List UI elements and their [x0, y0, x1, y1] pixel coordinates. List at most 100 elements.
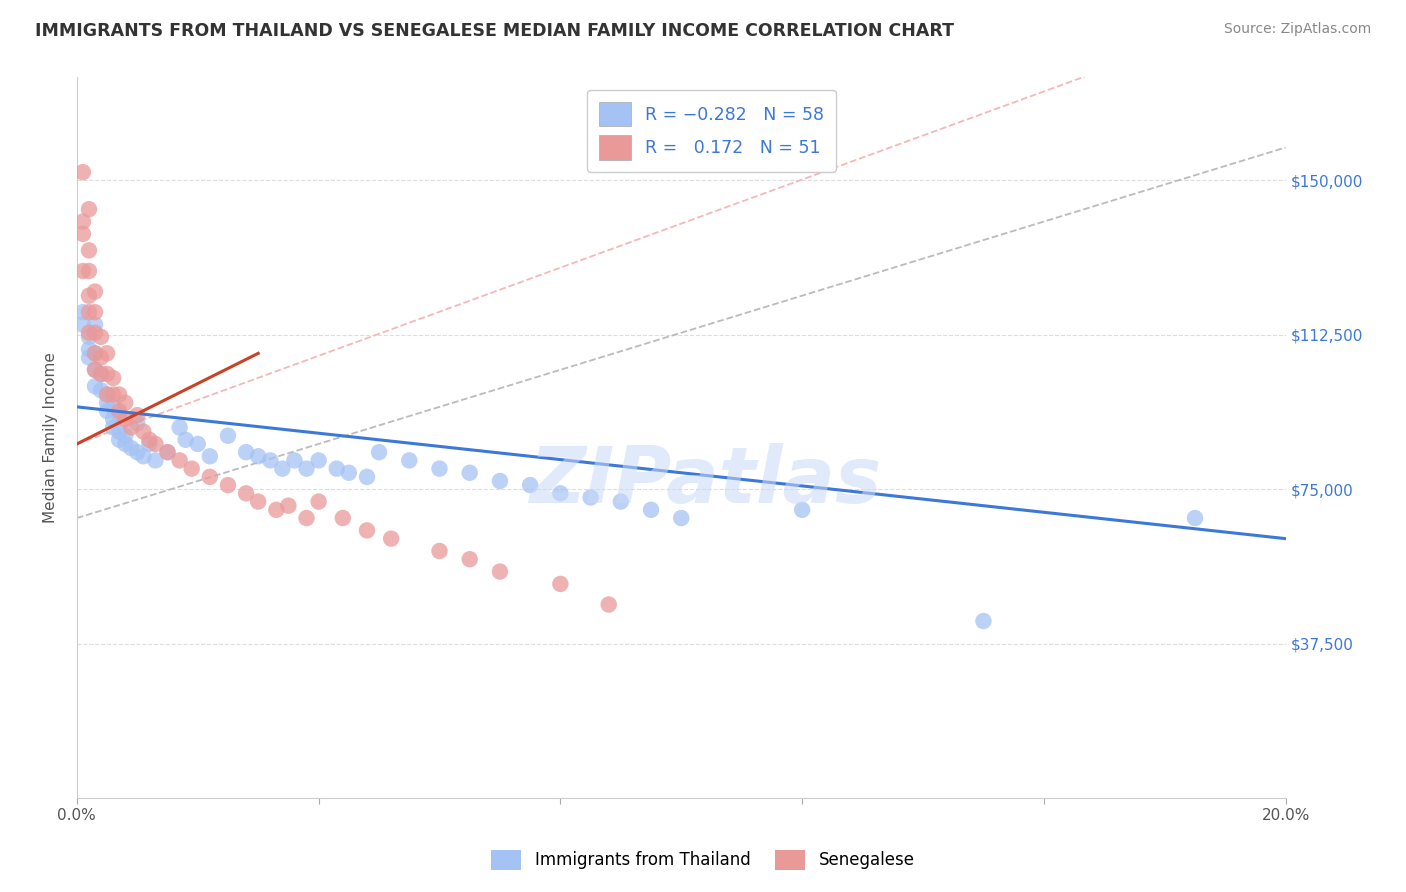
- Point: [550, 486, 572, 500]
- Point: [132, 425, 155, 439]
- Point: [598, 598, 620, 612]
- Point: [235, 445, 257, 459]
- Point: [489, 474, 512, 488]
- Point: [266, 503, 288, 517]
- Point: [259, 453, 281, 467]
- Point: [277, 499, 299, 513]
- Point: [77, 202, 100, 217]
- Point: [84, 285, 107, 299]
- Point: [295, 461, 318, 475]
- Point: [77, 288, 100, 302]
- Point: [792, 503, 814, 517]
- Text: ZIPatlas: ZIPatlas: [529, 443, 882, 519]
- Text: Source: ZipAtlas.com: Source: ZipAtlas.com: [1223, 22, 1371, 37]
- Point: [77, 351, 100, 365]
- Point: [84, 346, 107, 360]
- Point: [429, 461, 451, 475]
- Point: [114, 396, 136, 410]
- Point: [271, 461, 294, 475]
- Point: [84, 379, 107, 393]
- Point: [132, 450, 155, 464]
- Point: [108, 404, 131, 418]
- Point: [217, 428, 239, 442]
- Point: [972, 614, 994, 628]
- Point: [84, 363, 107, 377]
- Point: [90, 384, 112, 398]
- Point: [108, 408, 131, 422]
- Point: [96, 396, 118, 410]
- Point: [356, 470, 378, 484]
- Point: [145, 453, 167, 467]
- Point: [610, 494, 633, 508]
- Point: [72, 227, 94, 241]
- Point: [332, 511, 354, 525]
- Point: [77, 244, 100, 258]
- Point: [174, 433, 197, 447]
- Point: [101, 412, 124, 426]
- Point: [114, 412, 136, 426]
- Point: [169, 420, 191, 434]
- Point: [127, 408, 149, 422]
- Point: [96, 367, 118, 381]
- Point: [217, 478, 239, 492]
- Point: [579, 491, 602, 505]
- Point: [356, 524, 378, 538]
- Point: [295, 511, 318, 525]
- Point: [640, 503, 662, 517]
- Point: [326, 461, 349, 475]
- Point: [108, 433, 131, 447]
- Point: [90, 367, 112, 381]
- Point: [77, 264, 100, 278]
- Point: [77, 326, 100, 340]
- Y-axis label: Median Family Income: Median Family Income: [44, 352, 58, 524]
- Point: [84, 305, 107, 319]
- Text: IMMIGRANTS FROM THAILAND VS SENEGALESE MEDIAN FAMILY INCOME CORRELATION CHART: IMMIGRANTS FROM THAILAND VS SENEGALESE M…: [35, 22, 955, 40]
- Point: [96, 387, 118, 401]
- Legend: Immigrants from Thailand, Senegalese: Immigrants from Thailand, Senegalese: [485, 843, 921, 877]
- Point: [198, 450, 221, 464]
- Point: [72, 264, 94, 278]
- Point: [138, 437, 160, 451]
- Point: [84, 363, 107, 377]
- Point: [90, 330, 112, 344]
- Point: [84, 326, 107, 340]
- Point: [458, 466, 481, 480]
- Point: [156, 445, 179, 459]
- Point: [235, 486, 257, 500]
- Point: [77, 330, 100, 344]
- Point: [120, 420, 142, 434]
- Point: [458, 552, 481, 566]
- Point: [1184, 511, 1206, 525]
- Point: [96, 346, 118, 360]
- Point: [90, 367, 112, 381]
- Point: [72, 305, 94, 319]
- Point: [101, 371, 124, 385]
- Point: [96, 404, 118, 418]
- Point: [429, 544, 451, 558]
- Point: [96, 387, 118, 401]
- Point: [101, 420, 124, 434]
- Point: [169, 453, 191, 467]
- Point: [550, 577, 572, 591]
- Point: [84, 346, 107, 360]
- Point: [90, 351, 112, 365]
- Point: [337, 466, 360, 480]
- Point: [145, 437, 167, 451]
- Point: [72, 214, 94, 228]
- Point: [187, 437, 209, 451]
- Point: [308, 494, 330, 508]
- Point: [671, 511, 693, 525]
- Point: [114, 437, 136, 451]
- Point: [308, 453, 330, 467]
- Point: [198, 470, 221, 484]
- Point: [72, 318, 94, 332]
- Point: [519, 478, 541, 492]
- Point: [127, 445, 149, 459]
- Point: [489, 565, 512, 579]
- Point: [156, 445, 179, 459]
- Legend: R = −0.282   N = 58, R =   0.172   N = 51: R = −0.282 N = 58, R = 0.172 N = 51: [588, 90, 835, 172]
- Point: [101, 400, 124, 414]
- Point: [368, 445, 391, 459]
- Point: [180, 461, 202, 475]
- Point: [247, 494, 270, 508]
